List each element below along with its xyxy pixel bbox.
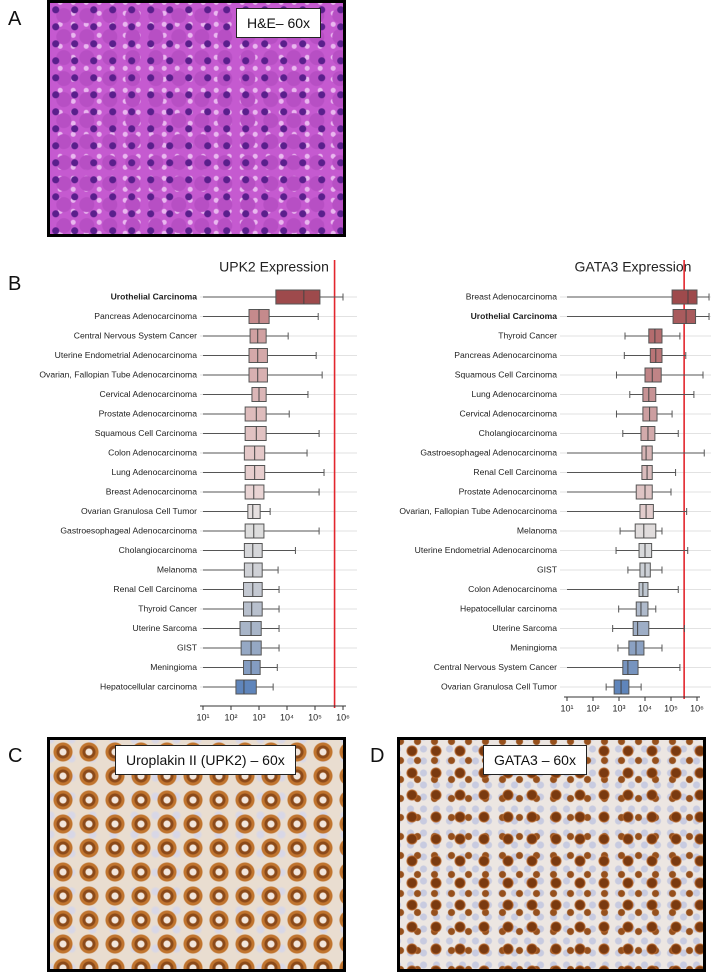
category-label: Melanoma [517, 525, 557, 535]
x-tick-label: 10³ [252, 712, 265, 722]
category-label: Uterine Endometrial Adenocarcinoma [415, 545, 558, 555]
category-label: Lung Adenocarcinoma [471, 389, 557, 399]
caption: H&E– 60x [236, 8, 322, 38]
box [635, 601, 649, 617]
box [648, 328, 663, 344]
micrograph [47, 0, 346, 237]
box [635, 484, 653, 500]
x-tick-label: 10⁴ [638, 703, 652, 713]
panel-label: B [8, 273, 22, 295]
box [275, 289, 321, 305]
box [641, 445, 653, 461]
box [244, 484, 265, 500]
x-tick-label: 10¹ [560, 703, 573, 713]
category-label: Urothelial Carcinoma [111, 291, 198, 301]
box [244, 406, 267, 422]
category-label: Cervical Adenocarcinoma [460, 408, 558, 418]
category-label: Renal Cell Carcinoma [473, 467, 557, 477]
chart-title: GATA3 Expression [575, 259, 692, 275]
category-label: Hepatocellular carcinoma [460, 603, 557, 613]
box [244, 523, 265, 539]
box [671, 289, 698, 305]
category-label: Prostate Adenocarcinoma [99, 408, 198, 418]
category-label: Thyroid Cancer [498, 330, 557, 340]
category-label: Urothelial Carcinoma [471, 311, 558, 321]
x-tick-label: 10¹ [196, 712, 209, 722]
micrograph [397, 737, 706, 972]
category-label: GIST [537, 564, 558, 574]
box [634, 523, 657, 539]
box [248, 348, 268, 363]
caption: GATA3 – 60x [483, 745, 587, 775]
category-label: Squamous Cell Carcinoma [95, 428, 197, 438]
category-label: Colon Adenocarcinoma [108, 447, 197, 457]
box [243, 601, 263, 617]
box [244, 426, 267, 441]
x-tick-label: 10⁵ [664, 703, 678, 713]
category-label: Cholangiocarcinoma [119, 545, 198, 555]
category-label: Meningioma [150, 662, 197, 672]
category-label: Colon Adenocarcinoma [468, 584, 557, 594]
x-tick-label: 10² [586, 703, 599, 713]
panel-label: D [370, 745, 385, 767]
category-label: Central Nervous System Cancer [74, 330, 197, 340]
category-label: Cholangiocarcinoma [479, 428, 558, 438]
category-label: Ovarian Granulosa Cell Tumor [441, 681, 557, 691]
box [248, 367, 268, 383]
x-tick-label: 10⁵ [308, 712, 322, 722]
chart-area: UPK2 Expression Urothelial Carcinoma Pancr… [39, 259, 711, 722]
category-label: Uterine Sarcoma [133, 623, 198, 633]
category-label: Ovarian, Fallopian Tube Adenocarcinoma [39, 369, 197, 379]
category-label: Thyroid Cancer [138, 603, 197, 613]
category-label: Meningioma [510, 642, 557, 652]
box [642, 387, 657, 402]
category-label: Central Nervous System Cancer [434, 662, 557, 672]
micrograph [47, 737, 346, 972]
category-label: Gastroesophageal Adenocarcinoma [60, 525, 197, 535]
panel-label: C [8, 745, 23, 767]
category-label: Pancreas Adenocarcinoma [454, 350, 557, 360]
box [638, 582, 649, 597]
category-label: Ovarian, Fallopian Tube Adenocarcinoma [399, 506, 557, 516]
box [622, 660, 639, 675]
x-tick-label: 10⁶ [336, 712, 350, 722]
box [243, 660, 261, 675]
category-label: Ovarian Granulosa Cell Tumor [81, 506, 197, 516]
category-label: Uterine Endometrial Adenocarcinoma [55, 350, 198, 360]
box [247, 504, 261, 519]
category-label: Melanoma [157, 564, 197, 574]
box [644, 367, 662, 383]
x-tick-label: 10⁴ [280, 712, 294, 722]
category-label: Breast Adenocarcinoma [466, 291, 557, 301]
category-label: Lung Adenocarcinoma [111, 467, 197, 477]
panel-label: A [8, 8, 22, 30]
category-label: Breast Adenocarcinoma [106, 486, 197, 496]
category-label: Pancreas Adenocarcinoma [94, 311, 197, 321]
category-label: Cervical Adenocarcinoma [100, 389, 198, 399]
category-label: Gastroesophageal Adenocarcinoma [420, 447, 557, 457]
box [672, 309, 697, 324]
chart-title: UPK2 Expression [219, 259, 329, 275]
x-tick-label: 10⁶ [690, 703, 704, 713]
category-label: Uterine Sarcoma [493, 623, 558, 633]
x-tick-label: 10³ [612, 703, 625, 713]
category-label: GIST [177, 642, 198, 652]
category-label: Prostate Adenocarcinoma [459, 486, 558, 496]
caption: Uroplakin II (UPK2) – 60x [115, 745, 296, 775]
category-label: Hepatocellular carcinoma [100, 681, 197, 691]
box [632, 621, 650, 636]
category-label: Renal Cell Carcinoma [113, 584, 197, 594]
box [235, 679, 257, 695]
box [639, 504, 654, 519]
category-label: Squamous Cell Carcinoma [455, 369, 557, 379]
x-tick-label: 10² [224, 712, 237, 722]
